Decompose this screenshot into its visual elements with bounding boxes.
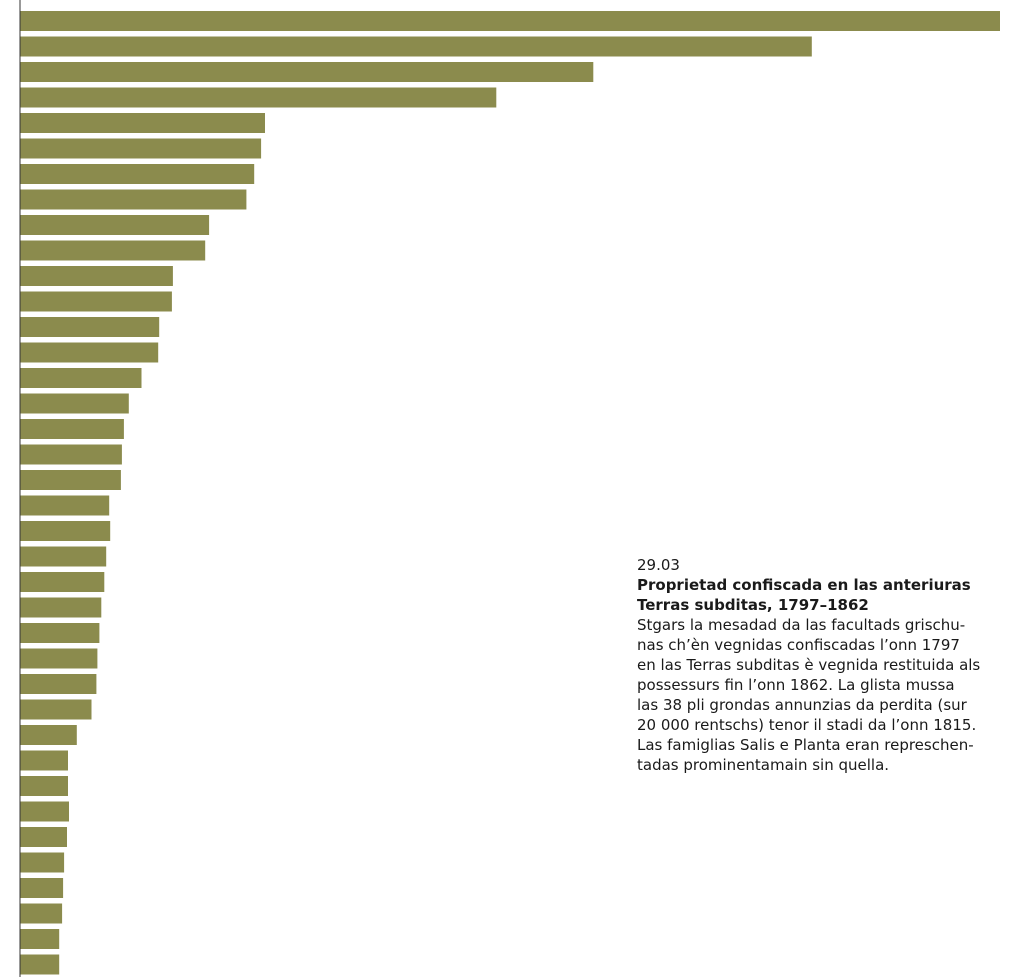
bar: [20, 827, 67, 847]
bar: [20, 725, 77, 745]
caption-text-line: en las Terras subditas è vegnida restitu…: [637, 656, 981, 674]
bar: [20, 291, 172, 312]
bar: [20, 240, 206, 261]
bar: [20, 878, 64, 898]
bar: [20, 597, 102, 618]
bar: [20, 342, 159, 363]
bar: [20, 954, 60, 975]
bar: [20, 521, 111, 541]
bar: [20, 164, 255, 184]
bar: [20, 929, 60, 949]
caption-title-line: Terras subditas, 1797–1862: [637, 596, 869, 614]
bar: [20, 750, 68, 771]
bar: [20, 393, 129, 414]
caption-text-line: 20 000 rentschs) tenor il stadi da l’onn…: [637, 716, 977, 734]
bar: [20, 419, 124, 439]
caption-text-line: nas ch’èn vegnidas confiscadas l’onn 179…: [637, 636, 960, 654]
bar: [20, 266, 173, 286]
bar: [20, 546, 107, 567]
caption-text-line: Las famiglias Salis e Planta eran repres…: [637, 736, 974, 754]
caption-text-line: las 38 pli grondas annunzias da perdita …: [637, 696, 967, 714]
bar: [20, 495, 110, 516]
caption-text-line: Stgars la mesadad da las facultads grisc…: [637, 616, 966, 634]
chart-caption: 29.03 Proprietad confiscada en las anter…: [637, 555, 1017, 775]
bar: [20, 470, 121, 490]
caption-text-line: tadas prominentamain sin quella.: [637, 756, 890, 774]
caption-text-line: possessurs fin l’onn 1862. La glista mus…: [637, 676, 955, 694]
bar: [20, 623, 100, 643]
bar: [20, 648, 98, 669]
bar: [20, 215, 210, 235]
bars-group: [20, 11, 1000, 975]
bar: [20, 852, 65, 873]
bar: [20, 572, 105, 592]
bar: [20, 11, 1000, 31]
bar: [20, 87, 497, 108]
bar: [20, 674, 97, 694]
bar: [20, 903, 63, 924]
bar: [20, 317, 160, 337]
bar: [20, 113, 265, 133]
bar: [20, 444, 122, 465]
caption-title-line: Proprietad confiscada en las anteriuras: [637, 576, 971, 594]
bar: [20, 36, 812, 57]
bar: [20, 138, 262, 159]
bar: [20, 189, 247, 210]
figure-number: 29.03: [637, 556, 680, 574]
bar: [20, 368, 142, 388]
bar: [20, 699, 92, 720]
bar: [20, 776, 68, 796]
bar: [20, 801, 69, 822]
bar: [20, 62, 594, 82]
